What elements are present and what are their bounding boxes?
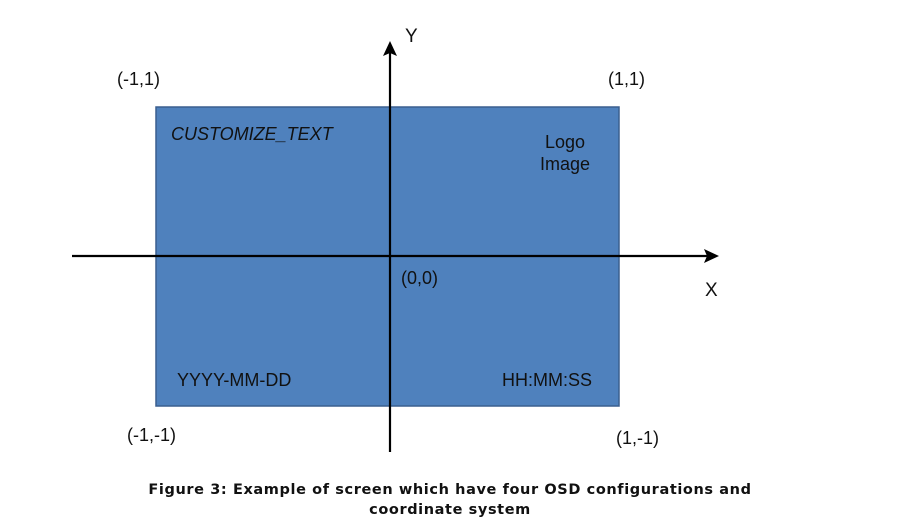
- x-axis-arrowhead: [704, 249, 719, 263]
- osd-logo-line1: Logo: [544, 132, 586, 152]
- corner-label-top-right: (1,1): [608, 69, 646, 89]
- osd-customize-text: CUSTOMIZE_TEXT: [171, 124, 333, 144]
- y-axis-label: Y: [405, 26, 418, 47]
- osd-logo-image: Logo Image: [530, 132, 600, 174]
- osd-time: HH:MM:SS: [502, 370, 592, 390]
- corner-label-bottom-left: (-1,-1): [127, 425, 176, 445]
- y-axis-arrowhead: [383, 41, 397, 56]
- corner-label-top-left: (-1,1): [117, 69, 161, 89]
- origin-label: (0,0): [401, 268, 439, 288]
- x-axis-label: X: [705, 280, 718, 301]
- figure-caption: Figure 3: Example of screen which have f…: [148, 482, 752, 518]
- corner-label-bottom-right: (1,-1): [616, 428, 660, 448]
- osd-date: YYYY-MM-DD: [177, 370, 292, 390]
- osd-logo-line2: Image: [539, 154, 591, 174]
